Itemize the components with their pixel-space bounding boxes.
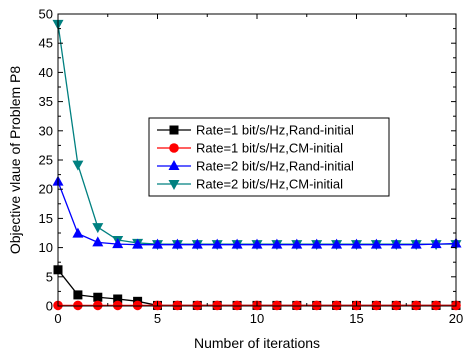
legend-label: Rate=1 bit/s/Hz,Rand-initial [196,123,354,138]
series-2-point [93,300,103,311]
legend-label: Rate=2 bit/s/Hz,Rand-initial [196,159,354,174]
series-2-point [212,300,222,311]
series-3-point [271,238,283,249]
y-tick-label: 45 [39,36,53,51]
series-3-point [291,238,303,249]
series-3-point [430,238,442,249]
legend-box [148,117,390,197]
y-tick-label: 35 [39,94,53,109]
series-3-point [390,238,402,249]
x-tick-label: 15 [349,311,363,326]
series-3-point [231,238,243,249]
y-tick-label: 20 [39,182,53,197]
series-2-point [311,300,322,311]
series-3-point [72,227,84,238]
x-tick-label: 10 [250,311,264,326]
x-tick-label: 5 [154,311,161,326]
series-3-point [251,238,263,249]
axes-layer: 0 5 10 15 20 25 30 35 40 45 50 0 5 10 15 20 [39,7,463,327]
series-1-point [113,294,123,304]
x-tick-label: 0 [54,311,61,326]
series-2-point [192,300,203,311]
legend-marker [169,143,179,153]
series-3-point [351,238,362,249]
y-tick-label: 0 [46,299,53,314]
series-2-point [112,300,123,311]
series-2-point [391,300,402,311]
series-2-point [73,300,83,311]
series-3 [52,175,462,249]
series-2-point [172,300,183,311]
y-axis-title: Objective vlaue of Problem P8 [7,66,23,255]
y-tick-label: 30 [39,123,53,138]
legend-label: Rate=1 bit/s/Hz,CM-initial [196,141,343,156]
series-3-point [331,238,343,249]
series-2-point [411,300,422,311]
series-4-point [72,160,84,171]
x-axis-title: Number of iterations [194,335,320,351]
y-tick-label: 5 [46,269,53,284]
series-3-point [370,238,382,249]
y-tick-label: 25 [39,153,53,168]
series-4-point [92,223,104,234]
series-2-point [371,300,382,311]
series-3-point [132,238,144,249]
x-tick-label: 20 [449,311,463,326]
y-tick-label: 40 [39,65,53,80]
series-2-point [272,300,282,311]
series-1-point [73,290,83,300]
series-3-point [311,238,323,249]
series-2-point [431,300,441,311]
series-3-point [191,238,203,249]
y-tick-label: 10 [39,240,53,255]
legend-marker [169,125,179,135]
series-2-point [292,300,302,311]
series-3-point [410,238,422,249]
series-3-point [112,238,124,249]
legend-label: Rate=2 bit/s/Hz,CM-initial [196,177,343,192]
series-3-point [211,238,223,249]
series-3-point [152,238,163,249]
series-3-point [92,236,104,247]
series-2-point [132,300,143,311]
y-tick-label: 50 [39,7,53,22]
series-2-point [331,300,342,311]
legend-marker [168,160,180,170]
series-3-point [171,238,183,249]
series-2 [53,300,461,311]
series-1-point [93,292,103,302]
legend-marker [168,180,180,190]
legend: Rate=1 bit/s/Hz,Rand-initial Rate=1 bit/s… [148,117,390,197]
y-tick-label: 15 [39,211,53,226]
series-2-point [232,300,242,311]
